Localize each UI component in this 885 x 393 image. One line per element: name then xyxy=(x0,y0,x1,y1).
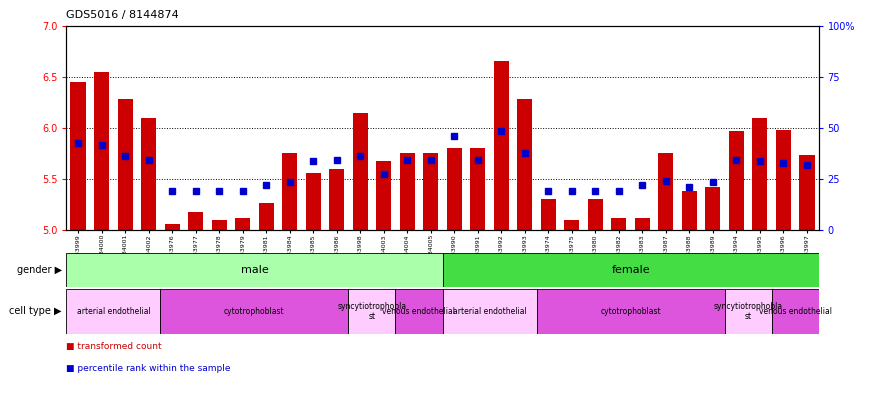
Bar xyxy=(423,153,438,230)
Bar xyxy=(71,82,86,230)
Text: arterial endothelial: arterial endothelial xyxy=(76,307,150,316)
Bar xyxy=(494,61,509,230)
Text: syncytiotrophobla
st: syncytiotrophobla st xyxy=(337,302,406,321)
Bar xyxy=(400,153,415,230)
Bar xyxy=(588,199,603,230)
Text: female: female xyxy=(612,265,650,275)
Bar xyxy=(517,99,533,230)
Bar xyxy=(258,203,273,230)
Bar xyxy=(776,130,791,230)
Text: male: male xyxy=(241,265,268,275)
Bar xyxy=(66,253,442,287)
Bar xyxy=(725,289,772,334)
Bar xyxy=(94,72,109,230)
Bar xyxy=(536,289,725,334)
Bar xyxy=(635,218,650,230)
Bar xyxy=(447,148,462,230)
Bar xyxy=(705,187,720,230)
Bar xyxy=(442,253,819,287)
Bar xyxy=(681,191,697,230)
Bar xyxy=(541,199,556,230)
Bar xyxy=(349,289,396,334)
Bar xyxy=(160,289,349,334)
Bar xyxy=(799,155,814,230)
Text: ■ percentile rank within the sample: ■ percentile rank within the sample xyxy=(66,364,231,373)
Bar xyxy=(188,211,204,230)
Bar xyxy=(564,220,580,230)
Bar xyxy=(376,162,391,230)
Bar xyxy=(329,169,344,230)
Bar xyxy=(235,218,250,230)
Bar xyxy=(728,131,744,230)
Text: arterial endothelial: arterial endothelial xyxy=(452,307,527,316)
Text: cytotrophoblast: cytotrophoblast xyxy=(600,307,661,316)
Text: ■ transformed count: ■ transformed count xyxy=(66,342,162,351)
Bar xyxy=(165,224,180,230)
Text: venous endothelial: venous endothelial xyxy=(382,307,456,316)
Bar xyxy=(396,289,442,334)
Bar xyxy=(752,118,767,230)
Bar xyxy=(442,289,536,334)
Text: gender ▶: gender ▶ xyxy=(17,265,62,275)
Text: syncytiotrophobla
st: syncytiotrophobla st xyxy=(713,302,782,321)
Text: cytotrophoblast: cytotrophoblast xyxy=(224,307,285,316)
Bar xyxy=(470,148,485,230)
Bar xyxy=(66,289,160,334)
Bar xyxy=(118,99,133,230)
Text: GDS5016 / 8144874: GDS5016 / 8144874 xyxy=(66,10,179,20)
Bar xyxy=(612,218,627,230)
Bar xyxy=(305,173,321,230)
Bar xyxy=(282,153,297,230)
Text: venous endothelial: venous endothelial xyxy=(758,307,832,316)
Bar xyxy=(658,153,673,230)
Bar xyxy=(212,220,227,230)
Bar xyxy=(772,289,819,334)
Bar xyxy=(352,114,368,230)
Text: cell type ▶: cell type ▶ xyxy=(10,307,62,316)
Bar xyxy=(141,118,157,230)
